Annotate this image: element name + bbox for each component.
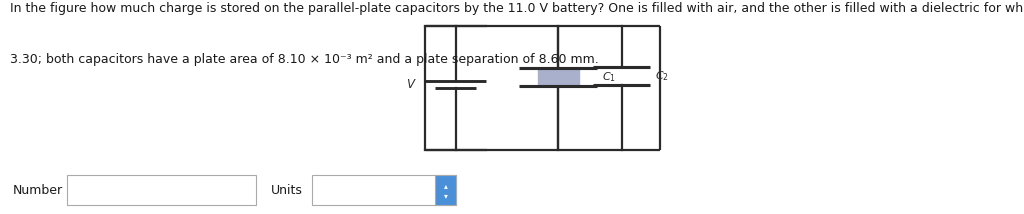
Text: 3.30; both capacitors have a plate area of 8.10 × 10⁻³ m² and a plate separation: 3.30; both capacitors have a plate area …: [10, 54, 599, 67]
Text: Number: Number: [12, 184, 62, 197]
Text: $C_1$: $C_1$: [602, 70, 616, 84]
FancyBboxPatch shape: [312, 175, 456, 205]
FancyBboxPatch shape: [67, 175, 256, 205]
Text: In the figure how much charge is stored on the parallel-plate capacitors by the : In the figure how much charge is stored …: [10, 2, 1024, 15]
Text: ▾: ▾: [443, 191, 447, 200]
Bar: [538, 68, 579, 86]
Text: Units: Units: [271, 184, 303, 197]
Text: ▴: ▴: [443, 181, 447, 190]
Text: $V$: $V$: [407, 78, 417, 91]
FancyBboxPatch shape: [435, 175, 456, 205]
Text: $C_2$: $C_2$: [655, 69, 670, 83]
